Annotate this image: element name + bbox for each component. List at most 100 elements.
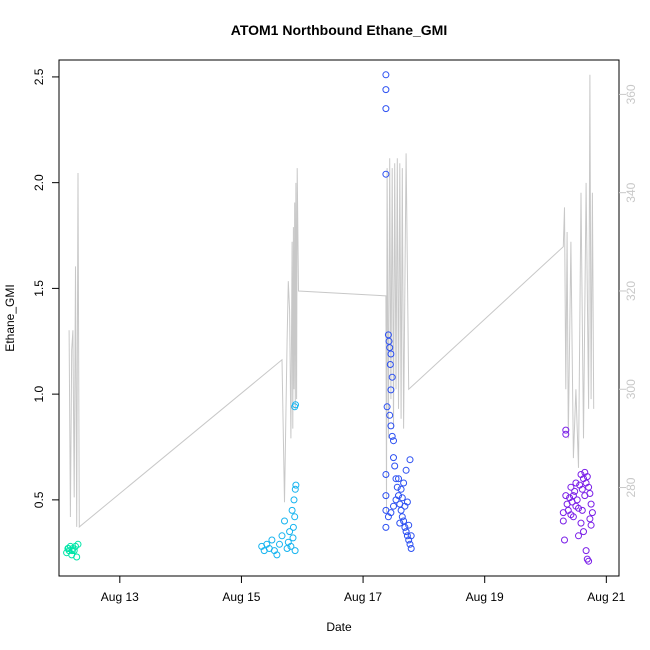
data-point (402, 528, 410, 536)
data-point (407, 545, 415, 552)
data-point (276, 540, 283, 548)
data-point (391, 462, 399, 470)
data-point (571, 487, 579, 495)
data-point (567, 511, 575, 519)
data-point (573, 496, 581, 504)
data-point (578, 485, 586, 493)
data-point (405, 521, 413, 529)
data-point (583, 473, 591, 481)
secondary-series-line (68, 74, 595, 528)
data-point (74, 540, 82, 548)
data-point (289, 523, 297, 531)
data-point (581, 492, 589, 500)
data-point (281, 517, 288, 525)
data-point (561, 536, 568, 544)
data-point (393, 483, 401, 491)
x-tick-label: Aug 15 (222, 590, 260, 604)
data-point (398, 494, 406, 502)
data-point (400, 517, 408, 525)
y-tick-label: 1.5 (32, 280, 46, 297)
data-point (562, 492, 570, 500)
data-point (572, 502, 580, 510)
data-point (398, 513, 406, 521)
data-point (382, 170, 390, 178)
data-point (388, 373, 396, 381)
y-tick-label: 2.0 (32, 174, 46, 191)
data-point (387, 350, 395, 358)
data-point (390, 502, 397, 510)
data-point (384, 513, 392, 521)
data-point (290, 496, 298, 504)
data-point (572, 479, 580, 487)
y-axis-label: Ethane_GMI (3, 284, 17, 351)
x-tick-label: Aug 21 (587, 590, 625, 604)
data-point (73, 553, 81, 561)
data-point (387, 422, 395, 430)
data-point (401, 523, 409, 531)
data-point (406, 540, 414, 548)
data-point (390, 437, 397, 445)
data-point (382, 71, 390, 79)
data-point (288, 506, 296, 514)
x-axis: Aug 13 Aug 15 Aug 17 Aug 19 Aug 21 (101, 576, 626, 604)
data-point (388, 432, 396, 440)
plot-frame (58, 59, 620, 577)
data-point (588, 509, 596, 517)
data-point (577, 519, 585, 527)
data-point (585, 483, 593, 491)
data-point (585, 557, 593, 565)
data-point (386, 411, 394, 419)
data-point (587, 500, 595, 508)
data-point (289, 534, 297, 542)
data-point (587, 521, 595, 529)
data-point (286, 528, 294, 536)
data-point (575, 532, 582, 540)
points-layer (63, 71, 596, 565)
data-point (292, 401, 299, 409)
data-point (562, 430, 570, 438)
data-point (382, 523, 390, 531)
data-point (390, 454, 397, 462)
data-point (578, 506, 586, 514)
data-point (400, 479, 408, 487)
data-point (407, 532, 415, 540)
data-point (401, 502, 409, 510)
data-point (395, 475, 402, 483)
x-tick-label: Aug 17 (344, 590, 382, 604)
data-point (283, 545, 291, 552)
y2-tick-label: 280 (624, 477, 638, 497)
data-point (406, 456, 414, 464)
y-axis: 0.5 1.0 1.5 2.0 2.5 (32, 68, 59, 508)
x-axis-label: Date (326, 620, 352, 634)
y-tick-label: 2.5 (32, 68, 46, 85)
secondary-line-layer (68, 74, 595, 528)
y2-axis: 280 300 320 340 360 (619, 84, 638, 498)
data-point (397, 506, 405, 514)
data-point (402, 466, 410, 474)
data-point (392, 496, 400, 504)
y2-tick-label: 320 (624, 281, 638, 301)
data-point (383, 403, 391, 411)
y2-tick-label: 300 (624, 379, 638, 399)
data-point (397, 485, 405, 493)
data-point (382, 471, 390, 478)
data-point (287, 542, 295, 550)
data-point (569, 492, 577, 500)
data-point (382, 105, 390, 113)
x-tick-label: Aug 19 (466, 590, 504, 604)
data-point (292, 481, 300, 489)
data-point (382, 492, 390, 500)
data-point (68, 547, 76, 555)
y-tick-label: 0.5 (32, 491, 46, 508)
data-point (580, 528, 587, 536)
data-point (65, 545, 72, 552)
data-point (403, 532, 411, 540)
data-point (559, 517, 567, 525)
data-point (396, 519, 404, 527)
data-point (562, 426, 570, 434)
data-point (278, 532, 286, 540)
y2-tick-label: 360 (624, 84, 638, 104)
data-point (582, 547, 590, 555)
